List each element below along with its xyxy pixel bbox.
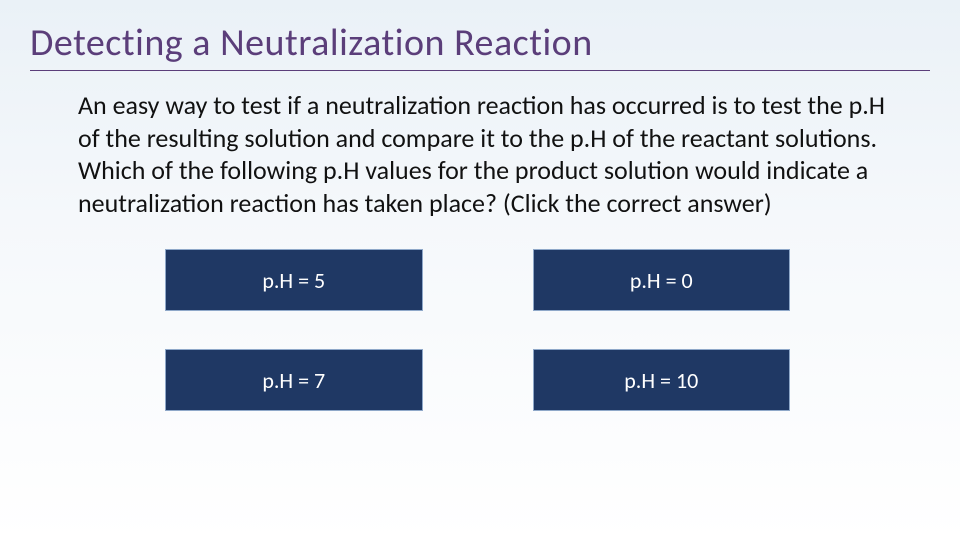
slide-container: Detecting a Neutralization Reaction An e… xyxy=(0,0,960,540)
slide-title: Detecting a Neutralization Reaction xyxy=(30,20,930,71)
option-ph-10[interactable]: p.H = 10 xyxy=(533,349,791,411)
option-label: p.H = 7 xyxy=(262,367,325,394)
option-ph-0[interactable]: p.H = 0 xyxy=(533,249,791,311)
option-label: p.H = 10 xyxy=(624,367,698,394)
slide-body-text: An easy way to test if a neutralization … xyxy=(30,89,930,219)
option-ph-5[interactable]: p.H = 5 xyxy=(165,249,423,311)
option-ph-7[interactable]: p.H = 7 xyxy=(165,349,423,411)
options-grid: p.H = 5 p.H = 0 p.H = 7 p.H = 10 xyxy=(30,249,930,411)
option-label: p.H = 0 xyxy=(630,267,693,294)
option-label: p.H = 5 xyxy=(262,267,325,294)
